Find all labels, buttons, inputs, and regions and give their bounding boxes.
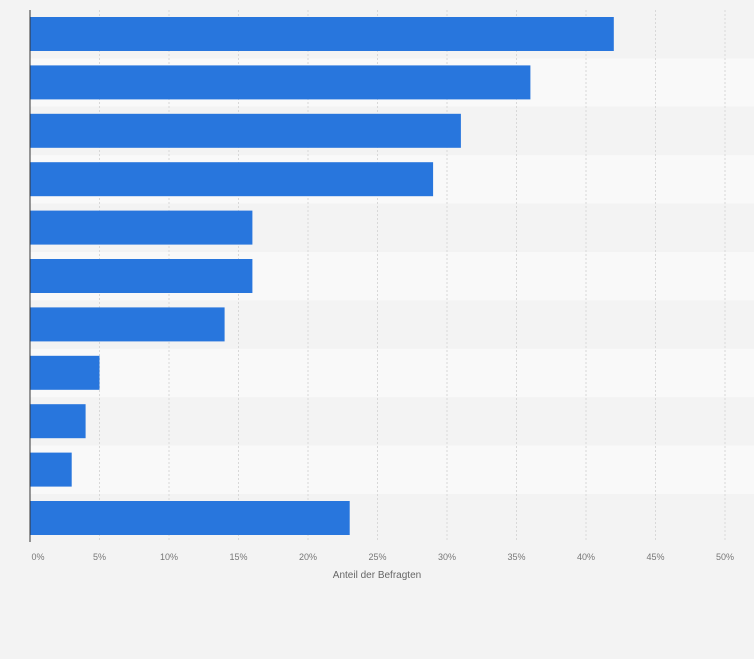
row-band	[30, 397, 754, 446]
row-band	[30, 445, 754, 494]
bar	[30, 452, 72, 487]
x-axis-label: Anteil der Befragten	[333, 570, 421, 581]
x-tick-label: 15%	[229, 552, 247, 562]
bar	[30, 162, 434, 197]
x-tick-label: 25%	[368, 552, 386, 562]
row-band	[30, 348, 754, 398]
bar	[30, 355, 100, 390]
bar	[30, 307, 225, 342]
x-tick-label: 20%	[299, 552, 317, 562]
x-tick-label: 0%	[31, 552, 44, 562]
bar	[30, 17, 614, 51]
bar	[30, 259, 253, 293]
x-tick-label: 40%	[577, 552, 595, 562]
x-tick-label: 10%	[160, 552, 178, 562]
bar	[30, 113, 461, 148]
bar	[30, 65, 531, 100]
x-tick-label: 50%	[716, 552, 734, 562]
x-tick-label: 30%	[438, 552, 456, 562]
bar	[30, 501, 350, 535]
bar	[30, 210, 253, 245]
x-tick-label: 45%	[646, 552, 664, 562]
bar	[30, 404, 86, 439]
x-tick-label: 5%	[93, 552, 106, 562]
x-tick-label: 35%	[507, 552, 525, 562]
